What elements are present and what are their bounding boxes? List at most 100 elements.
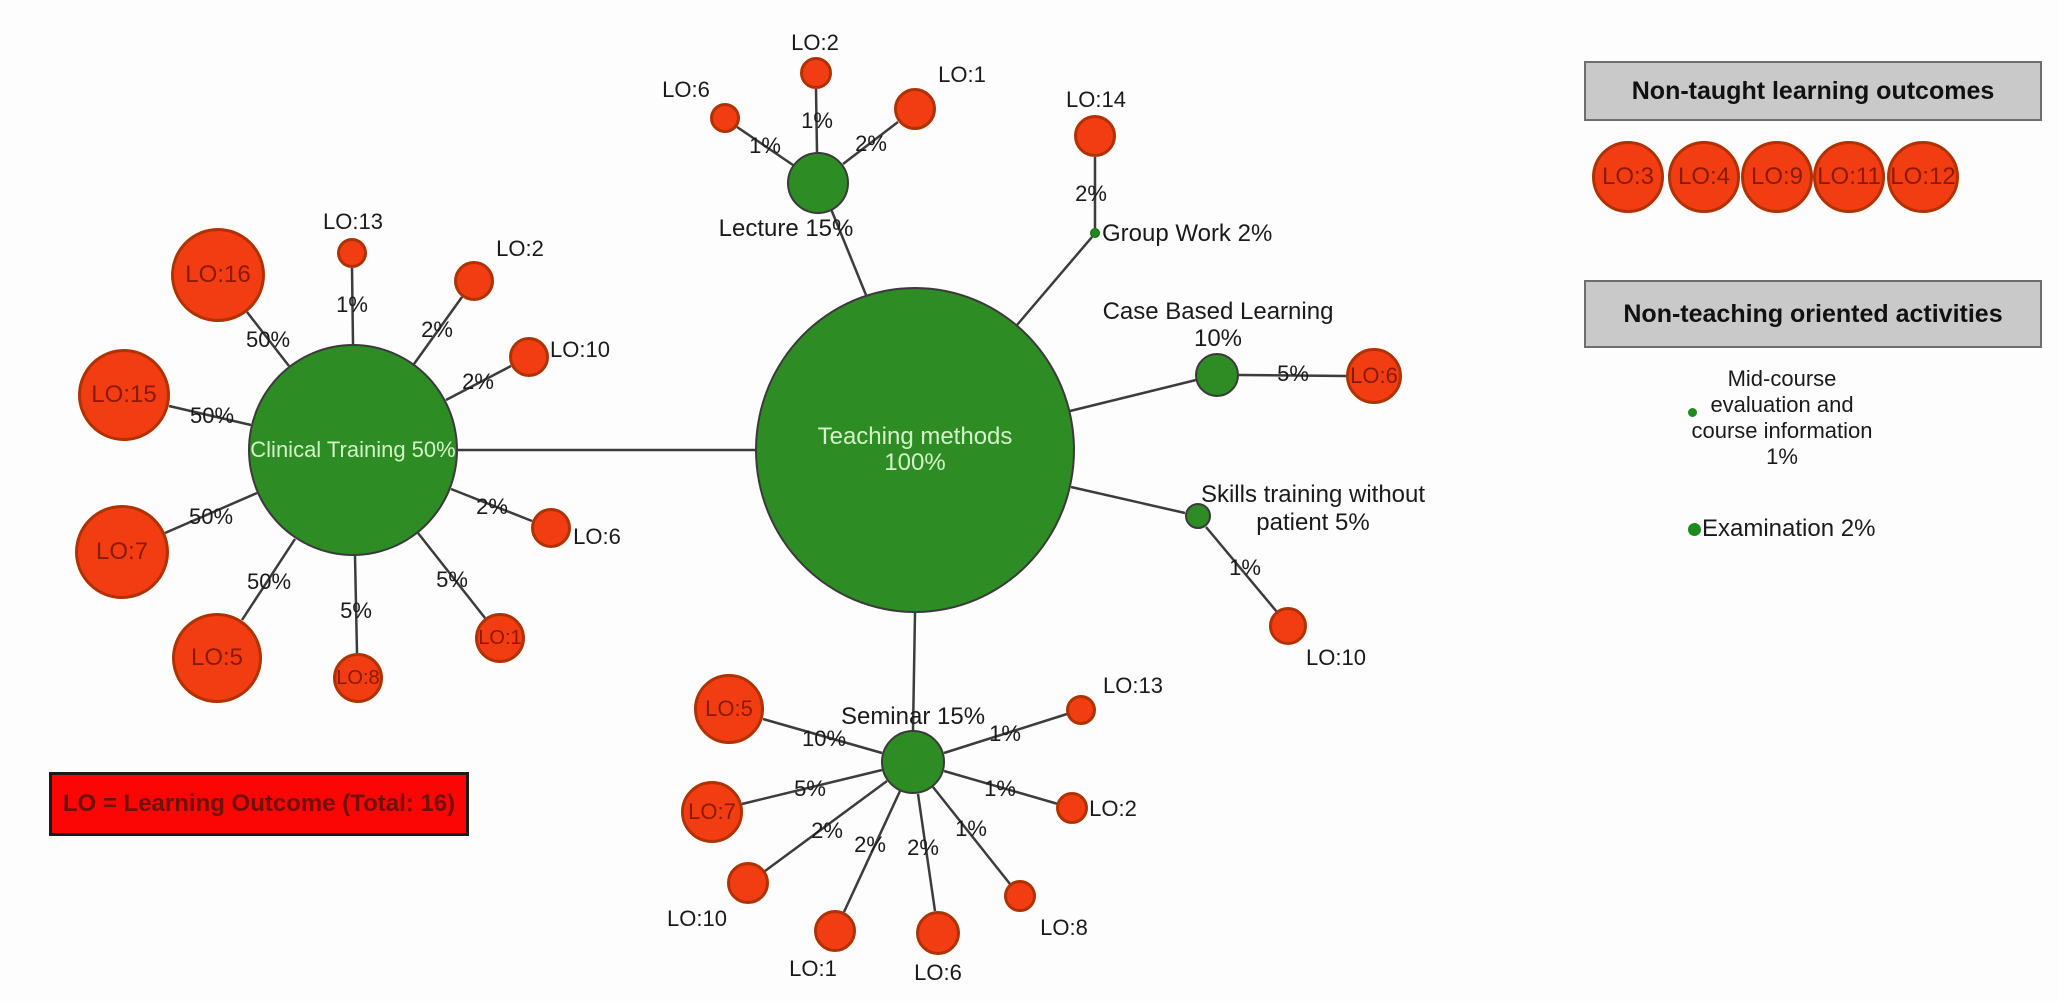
diagram-label: 2% (421, 317, 453, 342)
diagram-label: Skills training without (1200, 481, 1426, 508)
diagram-label: LO:10 (1306, 645, 1366, 670)
legend-text: LO = Learning Outcome (Total: 16) (62, 790, 456, 817)
group-work-node (1090, 228, 1100, 238)
mid-course-pct: 1% (1766, 444, 1798, 469)
non-taught-lo11-node-label: LO:11 (1817, 162, 1881, 190)
non-taught-lo4-node-label: LO:4 (1677, 162, 1731, 190)
non-taught-header-label: Non-taught learning outcomes (1631, 76, 1995, 105)
diagram-label: 1% (955, 816, 987, 841)
lo14-groupwork-node (1074, 115, 1116, 157)
diagram-label: LO:8 (1040, 915, 1088, 940)
diagram-label: 10% (801, 726, 847, 751)
lo2-lecture-node (800, 57, 832, 89)
lo6-clinical-node (531, 508, 571, 548)
lo5-seminar-node: LO:5 (694, 674, 764, 744)
diagram-label: LO:2 (496, 236, 544, 261)
edge-line (240, 538, 297, 621)
edge-line (916, 793, 937, 912)
diagram-label: 5% (340, 598, 372, 623)
non-taught-lo3-node-label: LO:3 (1601, 162, 1655, 190)
diagram-label: 1% (984, 776, 1016, 801)
edge-line (412, 296, 464, 365)
edge-line (814, 88, 819, 153)
mid-course-line2: evaluation and (1710, 392, 1854, 417)
edge-line (1016, 236, 1093, 326)
edge-line (164, 491, 258, 535)
non-taught-header: Non-taught learning outcomes (1584, 61, 2042, 121)
edge-line (353, 555, 359, 654)
lo2-seminar-node (1056, 792, 1088, 824)
non-teaching-header: Non-teaching oriented activities (1584, 280, 2042, 348)
examination-dot-icon (1688, 523, 1701, 536)
lo10-skills-node (1269, 607, 1307, 645)
diagram-label: 5% (436, 567, 468, 592)
lo6-cbl-node-label: LO:6 (1350, 362, 1398, 388)
lo1-seminar-node (814, 910, 856, 952)
lo7-seminar-node-label: LO:7 (688, 798, 736, 824)
edge-line (445, 364, 512, 402)
mid-course-dot-icon (1688, 408, 1697, 417)
examination-label: Examination 2% (1702, 515, 1876, 542)
lo1-lecture-node (894, 88, 936, 130)
edge-line (246, 311, 290, 367)
lo7-seminar-node: LO:7 (681, 781, 743, 843)
diagram-label: 5% (1277, 361, 1309, 386)
diagram-label: LO:13 (1103, 673, 1163, 698)
lo5-clinical-node-label: LO:5 (190, 643, 244, 671)
non-taught-lo9-node-label: LO:9 (1750, 162, 1804, 190)
diagram-label: LO:2 (1089, 796, 1137, 821)
diagram-label: LO:14 (1066, 87, 1126, 112)
diagram-label: 2% (907, 835, 939, 860)
diagram-label: 1% (1229, 555, 1261, 580)
edge-line (1070, 485, 1186, 515)
lo8-clinical-node: LO:8 (333, 653, 383, 703)
edge-line (943, 769, 1059, 806)
lo5-seminar-node-label: LO:5 (705, 695, 753, 721)
non-teaching-header-label: Non-teaching oriented activities (1623, 299, 2003, 328)
diagram-label: Case Based Learning (1102, 298, 1334, 325)
teaching-methods-node-label: 100% (884, 449, 946, 476)
lo7-clinical-node-label: LO:7 (95, 537, 149, 565)
skills-training-node (1185, 503, 1211, 529)
legend-box: LO = Learning Outcome (Total: 16) (49, 772, 469, 836)
case-based-learning-node (1195, 353, 1239, 397)
non-taught-lo4-node: LO:4 (1668, 141, 1740, 213)
diagram-label: 50% (188, 504, 234, 529)
edge-line (1238, 373, 1347, 378)
edge-line (350, 267, 355, 345)
mid-course-line1: Mid-course (1727, 366, 1837, 391)
diagram-label: LO:6 (914, 960, 962, 985)
lo13-clinical-node (337, 238, 367, 268)
lo1-clinical-node: LO:1 (475, 613, 525, 663)
edge-line (417, 532, 486, 619)
lo16-clinical-node: LO:16 (171, 228, 265, 322)
diagram-label: 1% (336, 292, 368, 317)
lo8-seminar-node (1004, 880, 1036, 912)
diagram-label: 2% (462, 369, 494, 394)
lo10-clinical-node (509, 337, 549, 377)
edge-line (762, 717, 883, 755)
diagram-label: Lecture 15% (718, 215, 854, 242)
diagram-label: LO:10 (667, 906, 727, 931)
clinical-training-node-label: Clinical Training 50% (250, 436, 456, 462)
mid-course-activity: Mid-course evaluation and course informa… (1652, 366, 1912, 470)
edge-line (911, 612, 917, 732)
diagram-label: 2% (476, 494, 508, 519)
seminar-node (881, 730, 945, 794)
diagram-label: LO:1 (789, 956, 837, 981)
diagram-label: LO:2 (791, 30, 839, 55)
lo8-clinical-node-label: LO:8 (336, 667, 380, 689)
diagram-label: 2% (855, 131, 887, 156)
diagram-label: patient 5% (1256, 509, 1370, 536)
diagram-label: 2% (854, 832, 886, 857)
non-taught-lo12-node: LO:12 (1887, 141, 1959, 213)
teaching-methods-node-label: Teaching methods (817, 422, 1013, 450)
lo5-clinical-node: LO:5 (172, 613, 262, 703)
edge-line (764, 779, 888, 873)
non-taught-lo9-node: LO:9 (1741, 141, 1813, 213)
diagram-label: 1% (989, 721, 1021, 746)
diagram-label: Group Work 2% (1102, 220, 1273, 247)
edge-line (168, 404, 252, 427)
non-taught-lo12-node-label: LO:12 (1890, 162, 1956, 190)
